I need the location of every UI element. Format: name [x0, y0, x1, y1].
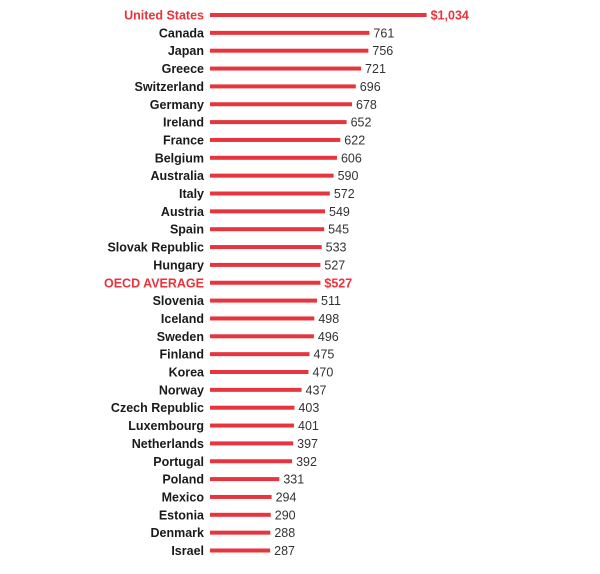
value-label: 392 — [296, 455, 317, 469]
bar — [210, 423, 295, 428]
value-label: 294 — [276, 490, 297, 504]
bar — [210, 316, 315, 321]
value-label: 545 — [328, 223, 349, 237]
value-label: 498 — [318, 312, 339, 326]
bar — [210, 298, 318, 303]
bar — [210, 13, 427, 17]
category-label: OECD AVERAGE — [104, 276, 204, 290]
category-label: Luxembourg — [128, 419, 204, 433]
bar — [210, 387, 302, 392]
value-label: 470 — [312, 366, 333, 380]
bar — [210, 120, 347, 125]
category-label: Korea — [169, 366, 205, 380]
bar — [210, 137, 341, 142]
category-label: Ireland — [163, 116, 204, 130]
category-label: Czech Republic — [111, 401, 204, 415]
value-label: $1,034 — [431, 9, 469, 23]
value-label: 622 — [344, 133, 365, 147]
category-label: Belgium — [155, 151, 204, 165]
category-label: Australia — [151, 169, 206, 183]
bar — [210, 48, 369, 53]
bar — [210, 30, 370, 35]
category-label: Greece — [162, 62, 204, 76]
bar — [210, 494, 272, 499]
value-label: 721 — [365, 62, 386, 76]
category-label: Japan — [168, 44, 204, 58]
category-label: Slovak Republic — [107, 241, 204, 255]
value-label: 652 — [351, 116, 372, 130]
category-label: United States — [124, 9, 204, 23]
value-label: 572 — [334, 187, 355, 201]
bar — [210, 227, 325, 232]
bar — [210, 512, 271, 517]
bar — [210, 191, 330, 196]
bar — [210, 370, 309, 374]
bar — [210, 102, 353, 107]
category-label: Israel — [171, 544, 204, 558]
bar — [210, 155, 337, 160]
value-label: 397 — [297, 437, 318, 451]
value-label: 511 — [321, 294, 341, 308]
value-label: 606 — [341, 151, 362, 165]
bar — [210, 173, 334, 178]
category-label: Switzerland — [135, 80, 204, 94]
category-label: Norway — [159, 383, 204, 397]
category-label: Iceland — [161, 312, 204, 326]
bar — [210, 405, 295, 410]
value-label: 527 — [324, 258, 345, 272]
category-label: France — [163, 133, 204, 147]
bar — [210, 477, 280, 482]
category-label: Estonia — [159, 508, 205, 522]
bar — [210, 209, 326, 214]
value-label: 496 — [318, 330, 339, 344]
category-label: Denmark — [151, 526, 205, 540]
bar — [210, 262, 321, 267]
bar — [210, 66, 362, 71]
value-label: 678 — [356, 98, 377, 112]
value-label: 437 — [306, 383, 327, 397]
value-label: 290 — [275, 508, 296, 522]
bar — [210, 352, 310, 357]
value-label: 533 — [326, 241, 347, 255]
value-label: 401 — [298, 419, 319, 433]
category-label: Germany — [150, 98, 204, 112]
category-label: Slovenia — [153, 294, 205, 308]
category-label: Hungary — [153, 258, 204, 272]
value-label: 403 — [298, 401, 319, 415]
value-label: 590 — [338, 169, 359, 183]
value-label: 696 — [360, 80, 381, 94]
value-label: 756 — [372, 44, 393, 58]
category-label: Austria — [161, 205, 205, 219]
value-label: 287 — [274, 544, 295, 558]
category-label: Poland — [162, 473, 204, 487]
value-label: $527 — [324, 276, 352, 290]
category-label: Spain — [170, 223, 204, 237]
bar — [210, 530, 271, 535]
category-label: Portugal — [153, 455, 204, 469]
bar — [210, 459, 293, 464]
value-label: 288 — [274, 526, 295, 540]
category-label: Canada — [159, 26, 205, 40]
value-label: 331 — [283, 473, 304, 487]
bar — [210, 245, 322, 250]
bar — [210, 441, 294, 446]
bar — [210, 548, 271, 553]
category-label: Netherlands — [132, 437, 204, 451]
value-label: 549 — [329, 205, 350, 219]
value-label: 761 — [373, 26, 394, 40]
category-label: Finland — [160, 348, 204, 362]
bar — [210, 334, 314, 339]
category-label: Mexico — [162, 490, 205, 504]
bar — [210, 280, 321, 285]
bar — [210, 84, 356, 89]
value-label: 475 — [314, 348, 335, 362]
category-label: Sweden — [157, 330, 204, 344]
category-label: Italy — [179, 187, 204, 201]
